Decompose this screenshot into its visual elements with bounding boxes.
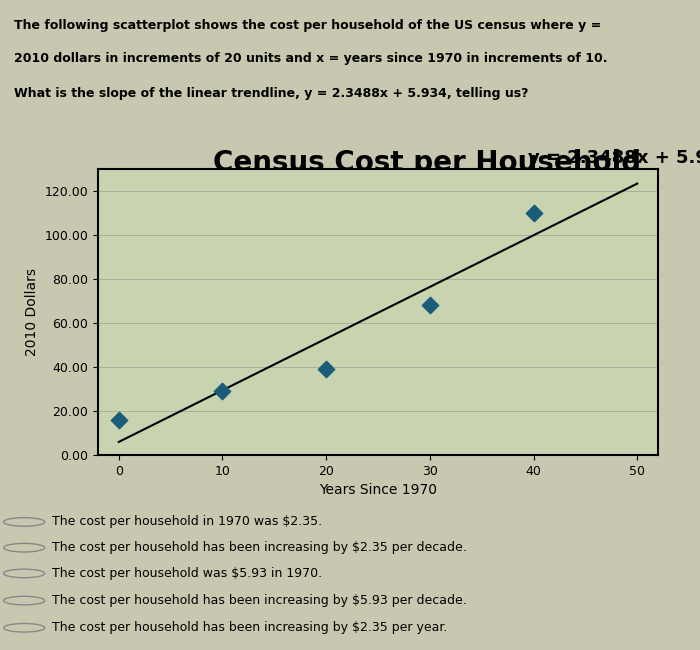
Text: What is the slope of the linear trendline, y = 2.3488x + 5.934, telling us?: What is the slope of the linear trendlin… xyxy=(14,87,528,100)
Text: The cost per household has been increasing by $2.35 per decade.: The cost per household has been increasi… xyxy=(52,541,466,554)
Y-axis label: 2010 Dollars: 2010 Dollars xyxy=(25,268,38,356)
Point xyxy=(528,208,539,218)
Point xyxy=(113,415,125,425)
Text: The cost per household in 1970 was $2.35.: The cost per household in 1970 was $2.35… xyxy=(52,515,322,528)
Point xyxy=(424,300,435,311)
Point xyxy=(321,364,332,374)
Text: The cost per household was $5.93 in 1970.: The cost per household was $5.93 in 1970… xyxy=(52,567,322,580)
Text: The cost per household has been increasing by $5.93 per decade.: The cost per household has been increasi… xyxy=(52,594,466,607)
Text: 2010 dollars in increments of 20 units and x = years since 1970 in increments of: 2010 dollars in increments of 20 units a… xyxy=(14,52,608,65)
X-axis label: Years Since 1970: Years Since 1970 xyxy=(319,484,437,497)
Text: The following scatterplot shows the cost per household of the US census where y : The following scatterplot shows the cost… xyxy=(14,19,601,32)
Text: y = 2.3488x + 5.934: y = 2.3488x + 5.934 xyxy=(528,149,700,167)
Text: The cost per household has been increasing by $2.35 per year.: The cost per household has been increasi… xyxy=(52,621,447,634)
Point xyxy=(217,386,228,396)
Text: Census Cost per Household: Census Cost per Household xyxy=(213,149,641,177)
